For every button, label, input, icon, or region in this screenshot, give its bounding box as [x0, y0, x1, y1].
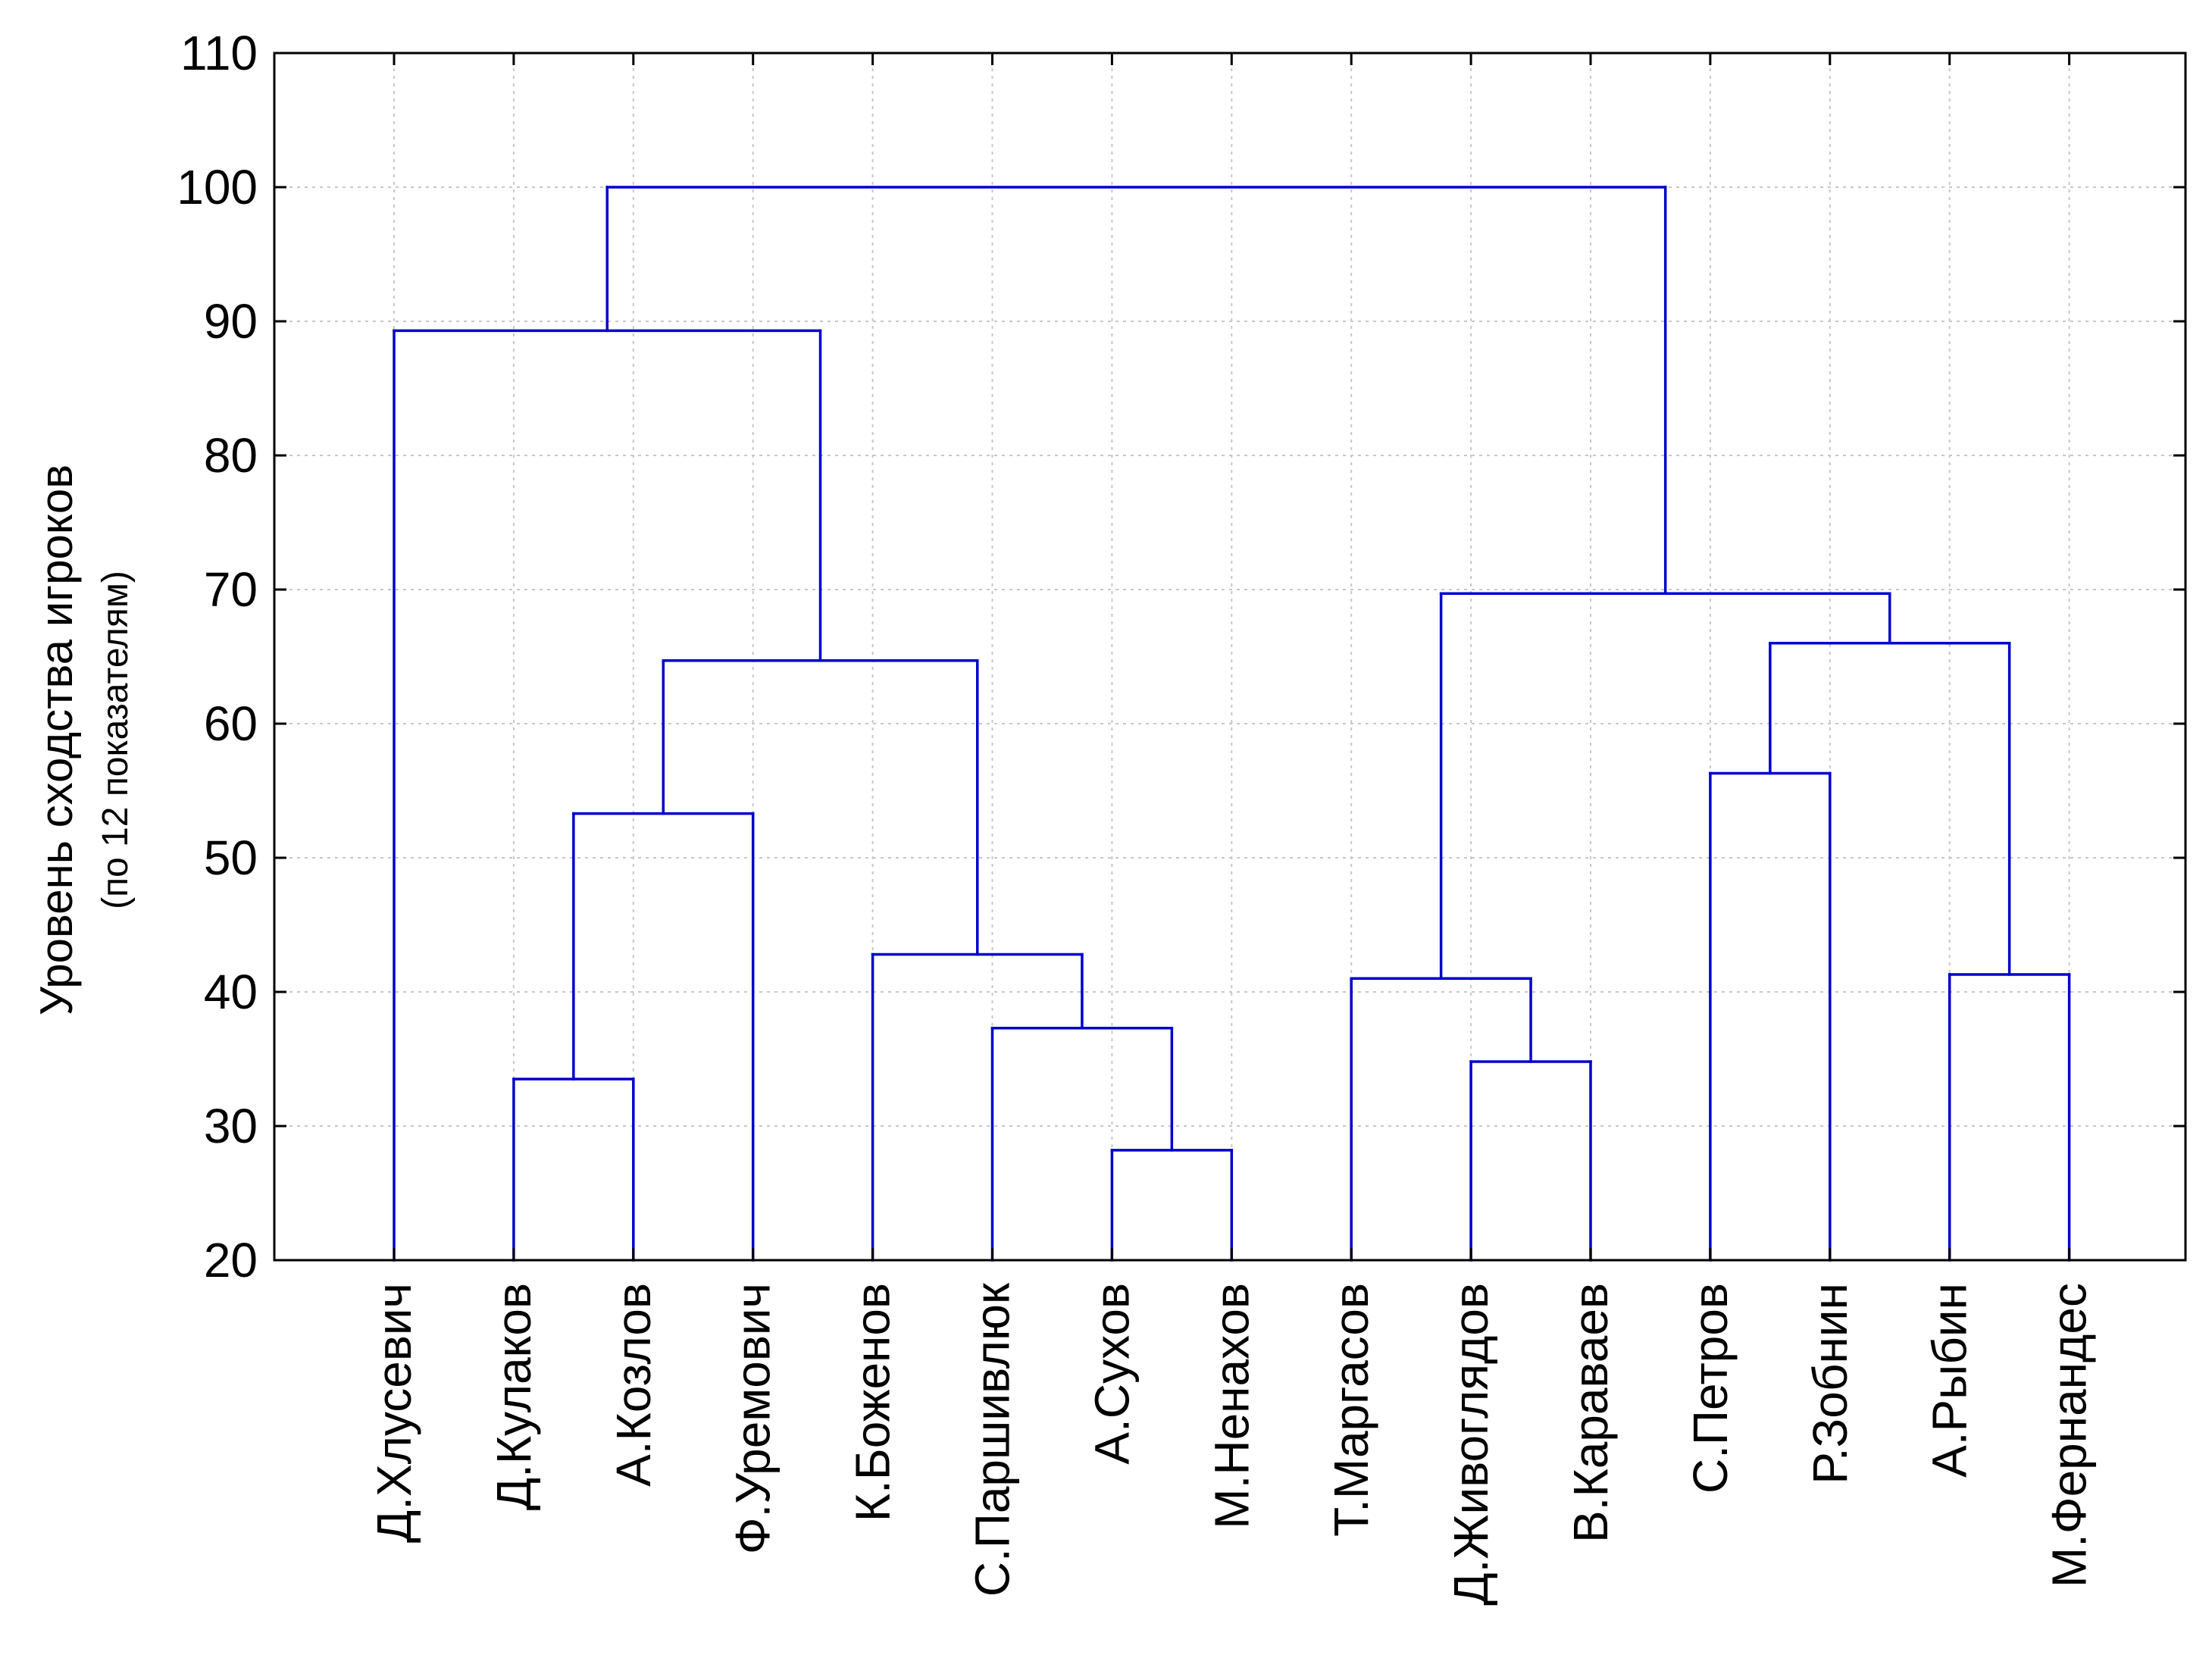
leaf-label: А.Рыбин	[1923, 1283, 1977, 1478]
leaf-label: Ф.Уремович	[726, 1283, 781, 1554]
leaf-label: Д.Кулаков	[487, 1283, 541, 1510]
y-axis-title: Уровень сходства игроков	[31, 465, 82, 1015]
y-tick-label: 20	[204, 1233, 258, 1287]
leaf-label: Т.Маргасов	[1324, 1283, 1378, 1537]
y-tick-label: 60	[204, 696, 258, 751]
leaf-label: А.Козлов	[606, 1283, 661, 1487]
y-tick-label: 100	[177, 160, 258, 214]
y-axis-ticks: 20 30 40 50 60 70 80 90 100 110	[177, 26, 2185, 1287]
y-tick-label: 50	[204, 831, 258, 885]
y-tick-label: 70	[204, 562, 258, 617]
leaf-label: М.Фернандес	[2042, 1283, 2097, 1588]
y-tick-label: 110	[180, 26, 258, 80]
leaf-label: Д.Хлусевич	[367, 1283, 421, 1543]
leaf-label: К.Боженов	[846, 1283, 900, 1522]
leaf-label: А.Сухов	[1084, 1283, 1139, 1465]
y-tick-label: 40	[204, 965, 258, 1019]
y-tick-label: 80	[204, 428, 258, 483]
leaf-label: Р.Зобнин	[1803, 1283, 1857, 1484]
y-axis-subtitle: (по 12 показателям)	[95, 571, 136, 909]
y-tick-label: 30	[204, 1099, 258, 1153]
leaf-label: М.Ненахов	[1204, 1283, 1259, 1529]
grid-lines	[274, 53, 2185, 1260]
leaf-label: С.Паршивлюк	[965, 1282, 1020, 1597]
dendrogram-links	[393, 186, 2071, 1262]
leaf-label: Д.Живоглядов	[1444, 1283, 1498, 1606]
leaf-label: В.Караваев	[1563, 1283, 1618, 1543]
y-tick-label: 90	[204, 294, 258, 349]
leaf-labels: Д.Хлусевич Д.Кулаков А.Козлов Ф.Уремович К.Б…	[367, 1282, 2097, 1606]
leaf-label: С.Петров	[1683, 1283, 1738, 1494]
plot-frame	[273, 52, 2187, 1262]
